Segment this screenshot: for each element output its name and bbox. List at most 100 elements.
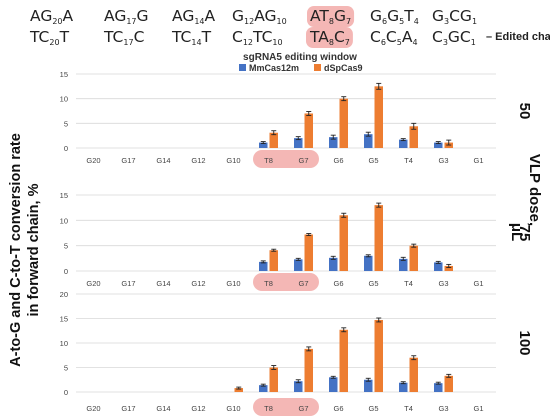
y-tick-label: 15 bbox=[60, 315, 68, 324]
svg-text:in forward chain, %: in forward chain, % bbox=[26, 183, 42, 316]
x-tick-label: T4 bbox=[404, 404, 413, 413]
bar-MmCas12m bbox=[259, 142, 268, 148]
bar-dSpCas9 bbox=[339, 215, 348, 271]
bar-MmCas12m bbox=[329, 257, 338, 271]
svg-text:μL: μL bbox=[508, 223, 525, 241]
x-tick-label: G17 bbox=[121, 404, 135, 413]
x-tick-label: G3 bbox=[438, 404, 448, 413]
bar-dSpCas9 bbox=[444, 375, 453, 392]
legend-swatch bbox=[314, 64, 321, 71]
window-highlight bbox=[253, 273, 319, 291]
x-tick-label: G5 bbox=[368, 279, 378, 288]
svg-text:TC20T: TC20T bbox=[29, 28, 70, 47]
seq-highlight bbox=[306, 27, 353, 48]
x-tick-label: G14 bbox=[156, 404, 170, 413]
svg-text:AG14A: AG14A bbox=[172, 7, 216, 26]
svg-text:C12TC10: C12TC10 bbox=[232, 28, 283, 47]
bar-MmCas12m bbox=[294, 138, 303, 148]
y-tick-label: 15 bbox=[60, 70, 68, 79]
x-tick-label: G3 bbox=[438, 279, 448, 288]
x-tick-label: G14 bbox=[156, 156, 170, 165]
bar-MmCas12m bbox=[399, 382, 408, 392]
seq-group: TC14T bbox=[171, 28, 212, 47]
svg-text:AG17G: AG17G bbox=[104, 7, 149, 26]
x-tick-label: G10 bbox=[226, 279, 240, 288]
seq-group: AT8G7 bbox=[307, 6, 355, 27]
legend-label: MmCas12m bbox=[249, 63, 299, 73]
bar-dSpCas9 bbox=[234, 388, 243, 392]
y-axis-title: A-to-G and C-to-T conversion rate in forw… bbox=[8, 133, 42, 367]
bar-MmCas12m bbox=[434, 262, 443, 271]
bar-MmCas12m bbox=[364, 134, 373, 148]
y-tick-label: 10 bbox=[60, 95, 68, 104]
bar-MmCas12m bbox=[259, 385, 268, 392]
bar-MmCas12m bbox=[399, 258, 408, 271]
x-tick-label: T8 bbox=[264, 404, 273, 413]
bar-MmCas12m bbox=[259, 261, 268, 271]
svg-text:AG20A: AG20A bbox=[30, 7, 74, 26]
bar-MmCas12m bbox=[294, 381, 303, 392]
svg-text:C6C5A4: C6C5A4 bbox=[370, 28, 418, 47]
bar-dSpCas9 bbox=[409, 245, 418, 271]
x-tick-label: G5 bbox=[368, 404, 378, 413]
seq-group: AG14A bbox=[172, 7, 216, 26]
y-tick-label: 5 bbox=[64, 119, 68, 128]
bar-MmCas12m bbox=[329, 137, 338, 148]
bar-MmCas12m bbox=[329, 377, 338, 392]
bar-dSpCas9 bbox=[409, 126, 418, 148]
svg-text:TA8C7: TA8C7 bbox=[309, 28, 350, 47]
y-tick-label: 15 bbox=[60, 191, 68, 200]
x-tick-label: G1 bbox=[473, 404, 483, 413]
svg-text:G6G5T4: G6G5T4 bbox=[370, 7, 419, 26]
chart-panel: 0 5 10 15 20 G20 G17 G14 G12 G10 T8 G7 G6 G5 T4 G3 G1 100 bbox=[60, 290, 533, 416]
svg-text:AT8G7: AT8G7 bbox=[310, 7, 351, 26]
x-tick-label: G10 bbox=[226, 156, 240, 165]
x-tick-label: G7 bbox=[298, 404, 308, 413]
bar-dSpCas9 bbox=[339, 98, 348, 148]
bar-dSpCas9 bbox=[409, 357, 418, 392]
bar-MmCas12m bbox=[434, 142, 443, 148]
seq-group: TA8C7 bbox=[306, 27, 353, 48]
sequence-header: AG20A AG17G AG14A G12AG10 AT8G7 G6G5T4 G3CG1 TC… bbox=[29, 6, 550, 48]
x-tick-label: G6 bbox=[333, 404, 343, 413]
y-tick-label: 10 bbox=[60, 339, 68, 348]
legend-item: dSpCas9 bbox=[314, 63, 363, 73]
bar-MmCas12m bbox=[399, 139, 408, 148]
chart-panel: 0 5 10 15 G20 G17 G14 G12 G10 T8 G7 G6 G5 T4 G3 G1 75 bbox=[60, 191, 533, 291]
bar-MmCas12m bbox=[364, 255, 373, 271]
x-tick-label: T4 bbox=[404, 156, 413, 165]
y-tick-label: 10 bbox=[60, 216, 68, 225]
x-tick-label: G5 bbox=[368, 156, 378, 165]
y-tick-label: 0 bbox=[64, 267, 68, 276]
bar-dSpCas9 bbox=[304, 348, 313, 392]
svg-text:G12AG10: G12AG10 bbox=[232, 7, 287, 26]
svg-text:TC17C: TC17C bbox=[103, 28, 144, 47]
seq-group: G3CG1 bbox=[432, 7, 477, 26]
bar-dSpCas9 bbox=[269, 132, 278, 148]
x-tick-label: G20 bbox=[86, 404, 100, 413]
bar-dSpCas9 bbox=[444, 265, 453, 271]
window-highlight bbox=[253, 398, 319, 416]
bar-dSpCas9 bbox=[374, 205, 383, 271]
x-tick-label: G14 bbox=[156, 279, 170, 288]
dose-axis-title: VLP dose,μL bbox=[508, 154, 543, 241]
bar-MmCas12m bbox=[364, 379, 373, 392]
bar-dSpCas9 bbox=[304, 113, 313, 148]
x-tick-label: G3 bbox=[438, 156, 448, 165]
svg-text:VLP dose,: VLP dose, bbox=[526, 154, 543, 226]
x-tick-label: G6 bbox=[333, 156, 343, 165]
legend-item: MmCas12m bbox=[239, 63, 299, 73]
seq-group: AG20A bbox=[30, 7, 74, 26]
x-tick-label: G12 bbox=[191, 156, 205, 165]
seq-group: TC20T bbox=[29, 28, 70, 47]
svg-text:A-to-G and C-to-T conversion r: A-to-G and C-to-T conversion rate bbox=[8, 133, 24, 367]
x-tick-label: G12 bbox=[191, 279, 205, 288]
x-tick-label: G1 bbox=[473, 279, 483, 288]
x-tick-label: G7 bbox=[298, 279, 308, 288]
svg-text:G3CG1: G3CG1 bbox=[432, 7, 477, 26]
bar-dSpCas9 bbox=[374, 319, 383, 392]
y-tick-label: 0 bbox=[64, 144, 68, 153]
x-tick-label: T8 bbox=[264, 279, 273, 288]
bar-MmCas12m bbox=[434, 383, 443, 392]
bar-dSpCas9 bbox=[269, 250, 278, 271]
